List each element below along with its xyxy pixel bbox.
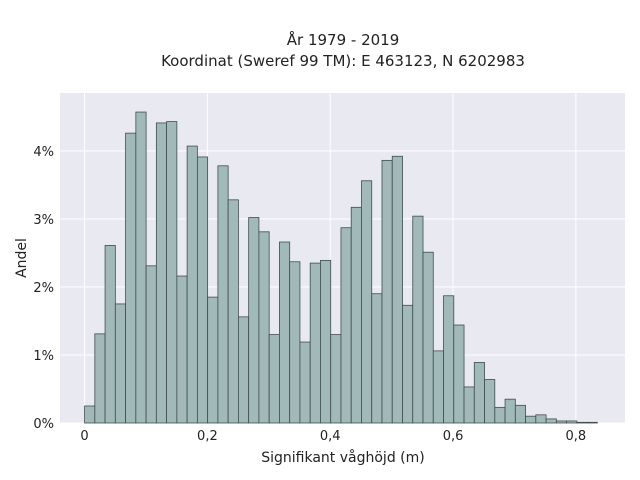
histogram-bar: [443, 295, 455, 424]
histogram-bar: [566, 420, 578, 424]
histogram-bar: [586, 421, 598, 424]
histogram-bar: [268, 334, 280, 424]
histogram-bar: [422, 251, 434, 424]
histogram-bar: [504, 398, 516, 424]
histogram-bar: [320, 259, 332, 424]
histogram-bar: [514, 404, 526, 424]
histogram-bar: [166, 121, 178, 424]
histogram-bar: [463, 386, 475, 424]
histogram-bar: [391, 155, 403, 424]
histogram-bar: [94, 333, 106, 424]
histogram-bar: [258, 231, 270, 424]
histogram-bar: [484, 379, 496, 424]
histogram-bar: [340, 227, 352, 424]
histogram-bar: [217, 165, 229, 424]
histogram-bar: [125, 132, 137, 424]
histogram-bar: [145, 265, 157, 424]
histogram-bar: [84, 405, 96, 424]
x-tick-label: 0,2: [197, 429, 218, 444]
histogram-bar: [381, 159, 393, 424]
histogram-bar: [196, 156, 209, 424]
histogram-bar: [545, 418, 557, 424]
histogram-bar: [186, 145, 198, 424]
histogram-bar: [135, 111, 147, 424]
histogram-bar: [289, 261, 301, 424]
histogram-bar: [279, 241, 291, 424]
histogram-bar: [361, 180, 373, 424]
x-tick-label: 0: [80, 429, 88, 444]
histogram-bar: [248, 217, 260, 424]
x-tick-label: 0,4: [320, 429, 341, 444]
y-tick-label: 0%: [33, 417, 54, 432]
histogram-bar: [104, 245, 116, 424]
histogram-bar: [402, 304, 414, 424]
histogram-bar: [371, 293, 383, 424]
histogram-bar: [350, 206, 362, 424]
chart-title-line-1: År 1979 - 2019: [287, 30, 400, 49]
y-tick-label: 3%: [33, 213, 54, 228]
histogram-bar: [555, 420, 567, 424]
y-axis-title: Andel: [14, 238, 30, 278]
histogram-bars: [84, 111, 598, 424]
y-tick-label: 2%: [33, 281, 54, 296]
histogram-bar: [494, 406, 506, 424]
x-tick-label: 0,6: [443, 429, 464, 444]
histogram-bar: [576, 421, 588, 424]
histogram-bar: [412, 215, 424, 424]
histogram-bar: [535, 414, 547, 424]
histogram-bar: [238, 316, 250, 424]
histogram-bar: [299, 341, 311, 424]
histogram-bar: [227, 199, 239, 424]
histogram-bar: [309, 262, 321, 424]
histogram-bar: [330, 334, 342, 424]
y-tick-label: 4%: [33, 145, 54, 160]
histogram-bar: [176, 275, 188, 424]
y-tick-label: 1%: [33, 349, 54, 364]
histogram-bar: [473, 362, 485, 424]
histogram-bar: [525, 415, 537, 424]
histogram-bar: [155, 122, 168, 424]
histogram-bar: [453, 324, 465, 424]
axis-ticks: 0 0,2 0,4 0,6 0,8 0% 1% 2% 3% 4%: [33, 145, 586, 444]
x-axis-title: Signifikant våghöjd (m): [261, 449, 424, 466]
histogram-bar: [114, 303, 126, 424]
x-tick-label: 0,8: [566, 429, 587, 444]
chart-title-line-2: Koordinat (Sweref 99 TM): E 463123, N 62…: [161, 52, 525, 70]
histogram-bar: [432, 350, 444, 424]
histogram-bar: [207, 296, 219, 424]
